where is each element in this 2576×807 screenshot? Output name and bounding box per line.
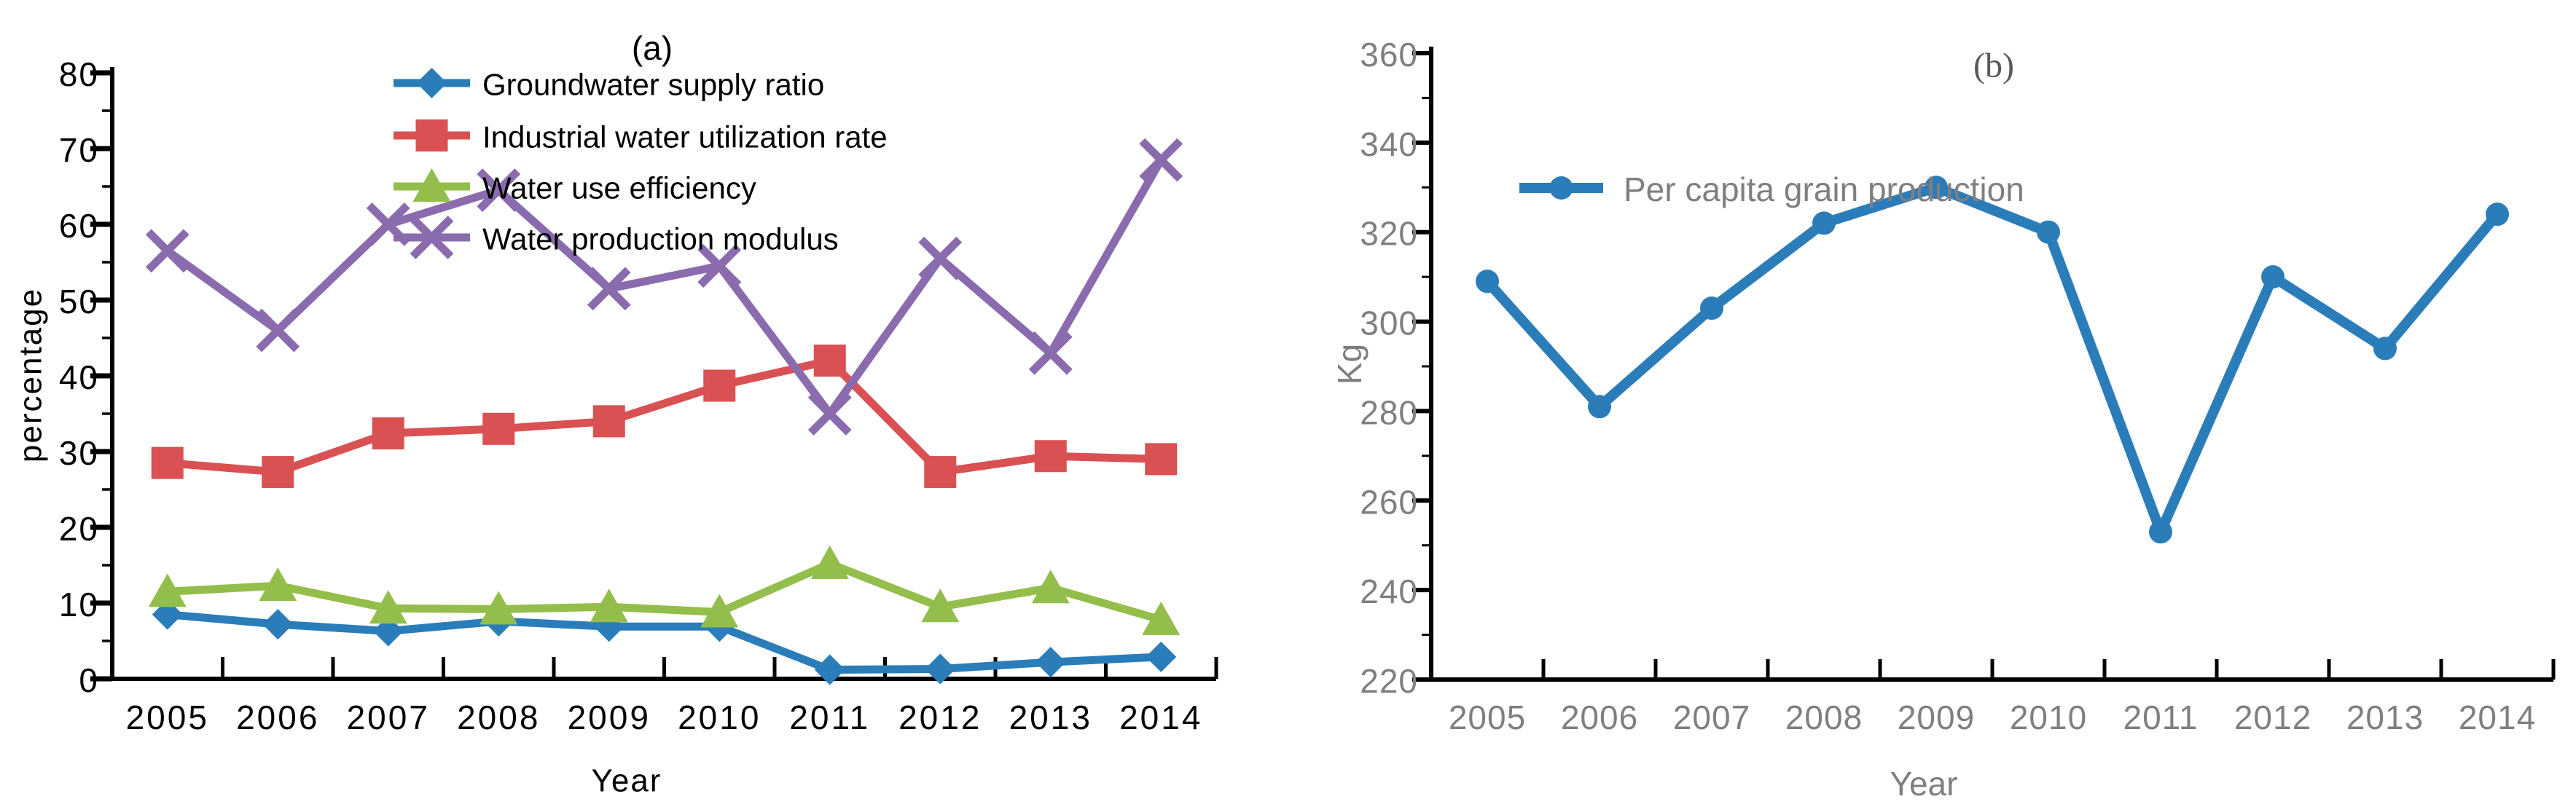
x-tick-label: 2014 xyxy=(1119,698,1202,736)
legend-item-per-capita-grain-production: Per capita grain production xyxy=(1519,170,2024,208)
y-tick-label: 340 xyxy=(1360,125,1418,163)
legend-label: Per capita grain production xyxy=(1624,170,2024,208)
legend-item-water-use-efficiency: Water use efficiency xyxy=(394,168,756,205)
x-tick-label: 2012 xyxy=(899,698,982,736)
x-tick-label: 2008 xyxy=(457,698,540,736)
y-tick-label: 260 xyxy=(1360,483,1418,521)
y-tick-label: 30 xyxy=(59,434,99,472)
legend-label: Groundwater supply ratio xyxy=(482,68,824,102)
chart-a-x-axis: 2005 2006 2007 2008 2009 2010 2011 2012 2013 2014 xyxy=(110,657,1218,736)
y-tick-label: 20 xyxy=(59,510,99,548)
y-tick-label: 10 xyxy=(59,586,99,623)
y-tick-label: 220 xyxy=(1360,662,1418,700)
chart-a-series xyxy=(145,138,1183,685)
x-tick-label: 2006 xyxy=(1561,698,1638,736)
x-tick-label: 2009 xyxy=(568,698,651,736)
chart-b-y-axis: 220 240 260 280 300 320 340 360 xyxy=(1360,36,1433,700)
x-tick-label: 2014 xyxy=(2459,698,2536,736)
y-tick-label: 0 xyxy=(79,661,99,699)
x-tick-label: 2013 xyxy=(2346,698,2424,736)
x-tick-label: 2011 xyxy=(789,698,870,736)
x-tick-label: 2009 xyxy=(1898,698,1975,736)
chart-b-legend: Per capita grain production xyxy=(1519,170,2024,208)
chart-b-x-axis-title: Year xyxy=(1890,765,1958,803)
y-tick-label: 70 xyxy=(59,131,99,169)
chart-b-x-axis: 2005 2006 2007 2008 2009 2010 2011 2012 2013 2014 xyxy=(1429,659,2556,736)
x-tick-label: 2011 xyxy=(2123,698,2199,736)
chart-a-legend: Groundwater supply ratio Industrial water… xyxy=(394,68,888,259)
series-water-production-modulus xyxy=(145,138,1183,436)
chart-b-y-axis-title: Kg xyxy=(1331,344,1369,385)
series-water-use-efficiency xyxy=(148,545,1181,635)
legend-item-industrial-water-utilization-rate: Industrial water utilization rate xyxy=(394,119,888,154)
chart-a-x-axis-title: Year xyxy=(592,763,662,799)
x-tick-label: 2008 xyxy=(1785,698,1863,736)
x-tick-label: 2005 xyxy=(1449,698,1526,736)
x-tick-label: 2007 xyxy=(347,698,430,736)
y-tick-label: 40 xyxy=(59,358,99,396)
x-tick-label: 2013 xyxy=(1009,698,1092,736)
y-tick-label: 80 xyxy=(59,55,99,93)
chart-b: (b) Kg Year 220 240 260 280 300 320 340 360 200… xyxy=(1331,36,2556,803)
legend-label: Industrial water utilization rate xyxy=(482,120,888,154)
legend-label: Water production modulus xyxy=(482,222,839,256)
x-tick-label: 2012 xyxy=(2234,698,2311,736)
chart-a-y-axis: 0 10 20 30 40 50 60 70 80 xyxy=(59,55,114,699)
series-industrial-water-utilization-rate xyxy=(151,345,1178,489)
chart-a-y-axis-title: percentage xyxy=(13,288,49,462)
legend-item-water-production-modulus: Water production modulus xyxy=(394,216,839,259)
y-tick-label: 300 xyxy=(1360,304,1418,342)
legend-item-groundwater-supply-ratio: Groundwater supply ratio xyxy=(394,68,824,102)
y-tick-label: 280 xyxy=(1360,393,1418,431)
x-tick-label: 2010 xyxy=(2010,698,2087,736)
series-groundwater-supply-ratio xyxy=(152,599,1177,685)
x-tick-label: 2007 xyxy=(1673,698,1750,736)
legend-label: Water use efficiency xyxy=(482,171,756,205)
y-tick-label: 320 xyxy=(1360,215,1418,253)
x-tick-label: 2010 xyxy=(678,698,761,736)
panel-b-title: (b) xyxy=(1973,47,2014,85)
panel-a-title: (a) xyxy=(632,29,673,67)
y-tick-label: 60 xyxy=(59,207,99,245)
x-tick-label: 2005 xyxy=(126,698,209,736)
chart-b-series xyxy=(1476,176,2509,544)
y-tick-label: 50 xyxy=(59,283,99,320)
y-tick-label: 360 xyxy=(1360,36,1418,74)
series-per-capita-grain-production xyxy=(1476,176,2509,544)
x-tick-label: 2006 xyxy=(236,698,319,736)
chart-a: (a) percentage Year 0 10 20 30 40 50 60 70 80 20… xyxy=(13,29,1218,799)
y-tick-label: 240 xyxy=(1360,572,1418,610)
